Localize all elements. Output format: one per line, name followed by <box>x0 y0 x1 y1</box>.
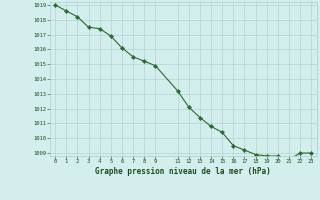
X-axis label: Graphe pression niveau de la mer (hPa): Graphe pression niveau de la mer (hPa) <box>95 167 271 176</box>
